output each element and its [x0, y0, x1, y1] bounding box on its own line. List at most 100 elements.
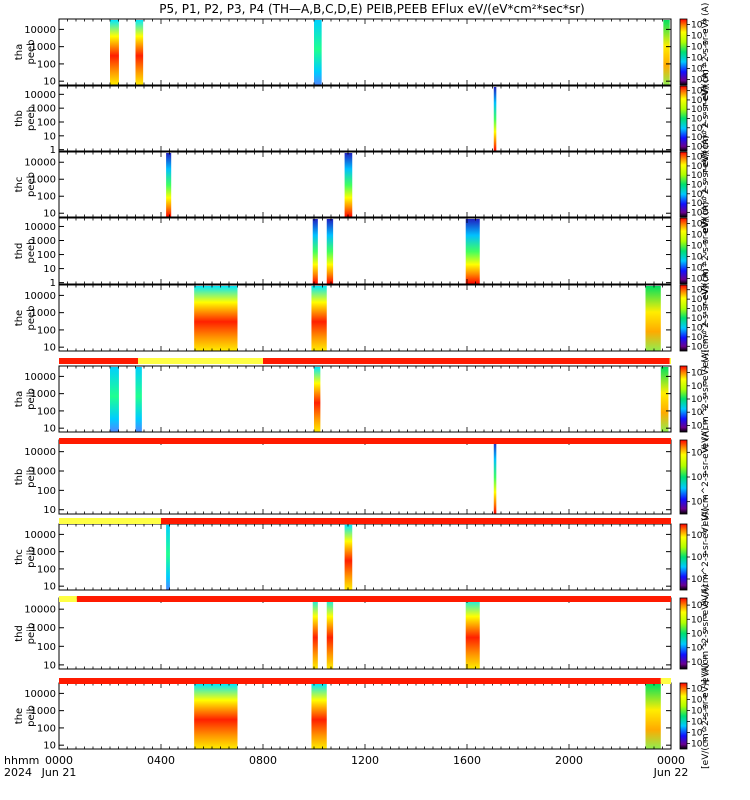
data-block: [344, 153, 353, 217]
y-tick-label: 1000: [31, 623, 56, 634]
colorbar: [679, 439, 688, 515]
colorbar: [679, 682, 688, 750]
flag-segment: [59, 438, 671, 444]
y-tick-label: 10000: [24, 291, 56, 302]
y-tick-label: 1000: [31, 467, 56, 478]
data-block: [465, 599, 480, 669]
colorbar-label: eV/(cm^2-s-sr-eV) (A): [701, 508, 711, 607]
x-tick-label: 1200: [351, 754, 379, 767]
colorbar: [679, 284, 688, 352]
y-label-species: peib: [26, 705, 37, 727]
flag-segment: [59, 518, 161, 524]
x-tick-label: 0800: [249, 754, 277, 767]
panel-frame: [58, 365, 672, 433]
colorbar-label: eV/(cm^2-s-sr-eV) (A): [701, 428, 711, 527]
panel-frame: [58, 597, 672, 670]
panel-frame: [58, 18, 672, 86]
flag-bar: [59, 438, 671, 444]
y-tick-label: 1000: [31, 547, 56, 558]
y-label-species: peeb: [26, 239, 37, 264]
y-label-species: peib: [26, 546, 37, 568]
y-label-species: peib: [26, 623, 37, 645]
y-tick-label: 10: [43, 264, 56, 275]
colorbar: [679, 365, 688, 433]
y-tick-label: 100: [37, 642, 56, 653]
y-tick-label: 1000: [31, 236, 56, 247]
data-block: [326, 219, 334, 284]
y-label-probe: tha: [14, 44, 25, 60]
y-tick-label: 100: [37, 486, 56, 497]
panel-frame: [58, 682, 672, 750]
y-tick-label: 10000: [24, 605, 56, 616]
colorbar: [679, 85, 688, 152]
x-row-label: hhmm: [4, 754, 39, 767]
x-tick-label: 1600: [453, 754, 481, 767]
colorbar: [679, 217, 688, 285]
y-tick-label: 1000: [31, 308, 56, 319]
x-row-label: 2024: [4, 766, 32, 779]
colorbar-label: eV/(cm^2-s-sr-eV) (A): [701, 202, 711, 301]
data-block: [110, 367, 119, 432]
flag-segment: [59, 358, 139, 364]
colorbar-label: [eV/(cm^2-s-sr-eV)] (A): [701, 663, 711, 769]
y-label-probe: thd: [14, 625, 25, 642]
data-block: [166, 153, 172, 217]
colorbar-label: eV/(cm^2-s-sr-eV) (A): [701, 584, 711, 683]
colorbar-label: eV/(cm^2-s-sr-eV) (A): [701, 3, 711, 102]
y-label-probe: thb: [14, 110, 25, 127]
y-tick-label: 10: [43, 741, 56, 752]
y-label-species: peeb: [26, 172, 37, 197]
data-block: [110, 20, 119, 85]
data-block: [311, 286, 327, 351]
flag-segment: [59, 678, 661, 684]
y-label-probe: thc: [14, 177, 25, 193]
flag-segment: [138, 358, 263, 364]
data-block: [326, 599, 334, 669]
y-tick-label: 10: [43, 424, 56, 435]
x-tick-label: 0400: [147, 754, 175, 767]
data-block: [311, 684, 327, 749]
colorbar: [679, 151, 688, 218]
y-tick-label: 100: [37, 406, 56, 417]
data-block: [312, 219, 318, 284]
data-block: [135, 367, 142, 432]
panel-frame: [58, 523, 672, 591]
y-tick-label: 1000: [31, 706, 56, 717]
y-tick-label: 10: [43, 343, 56, 354]
y-tick-label: 10: [43, 660, 56, 671]
data-block: [465, 219, 480, 284]
data-block: [194, 684, 238, 749]
flag-bar: [59, 678, 671, 684]
y-label-species: peib: [26, 466, 37, 488]
y-label-probe: thc: [14, 549, 25, 565]
colorbar: [679, 18, 688, 86]
flag-bar: [59, 596, 672, 602]
panel-frame: [58, 217, 672, 285]
y-tick-label: 100: [37, 59, 56, 70]
colorbar: [679, 523, 688, 591]
y-label-probe: thb: [14, 469, 25, 486]
y-tick-label: 10000: [24, 25, 56, 36]
y-label-species: peib: [26, 388, 37, 410]
y-tick-label: 1000: [31, 104, 56, 115]
flag-segment: [669, 358, 671, 364]
data-block: [344, 525, 353, 590]
y-tick-label: 100: [37, 117, 56, 128]
y-tick-label: 100: [37, 325, 56, 336]
y-tick-label: 10: [43, 209, 56, 220]
y-tick-label: 1000: [31, 42, 56, 53]
y-label-probe: the: [14, 310, 25, 326]
flag-segment: [161, 518, 671, 524]
x-date-label: Jun 21: [41, 766, 77, 779]
y-tick-label: 10: [43, 582, 56, 593]
